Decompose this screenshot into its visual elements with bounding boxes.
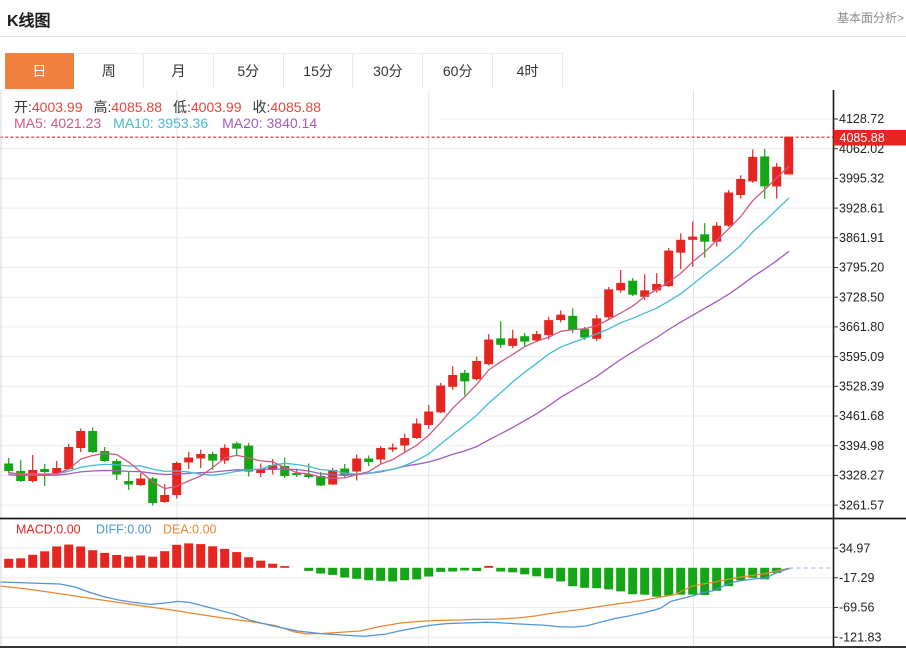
svg-text:3595.09: 3595.09 [839,350,884,364]
svg-text:3995.32: 3995.32 [839,172,884,186]
svg-text:4128.72: 4128.72 [839,112,884,126]
svg-text:3661.80: 3661.80 [839,320,884,334]
svg-text:3728.50: 3728.50 [839,290,884,304]
svg-text:MACD:0.00: MACD:0.00 [16,523,81,537]
svg-text:3861.91: 3861.91 [839,231,884,245]
svg-text:DIFF:0.00: DIFF:0.00 [96,523,152,537]
svg-text:3328.27: 3328.27 [839,469,884,483]
svg-text:-17.29: -17.29 [839,571,874,585]
svg-text:3261.57: 3261.57 [839,498,884,512]
svg-text:3394.98: 3394.98 [839,439,884,453]
svg-text:DEA:0.00: DEA:0.00 [163,523,217,537]
svg-text:-69.56: -69.56 [839,601,874,615]
svg-text:4085.88: 4085.88 [840,131,885,145]
svg-text:3795.20: 3795.20 [839,261,884,275]
svg-text:3461.68: 3461.68 [839,409,884,423]
svg-text:3528.39: 3528.39 [839,380,884,394]
svg-text:34.97: 34.97 [839,541,870,555]
svg-text:-121.83: -121.83 [839,630,881,644]
svg-text:3928.61: 3928.61 [839,201,884,215]
